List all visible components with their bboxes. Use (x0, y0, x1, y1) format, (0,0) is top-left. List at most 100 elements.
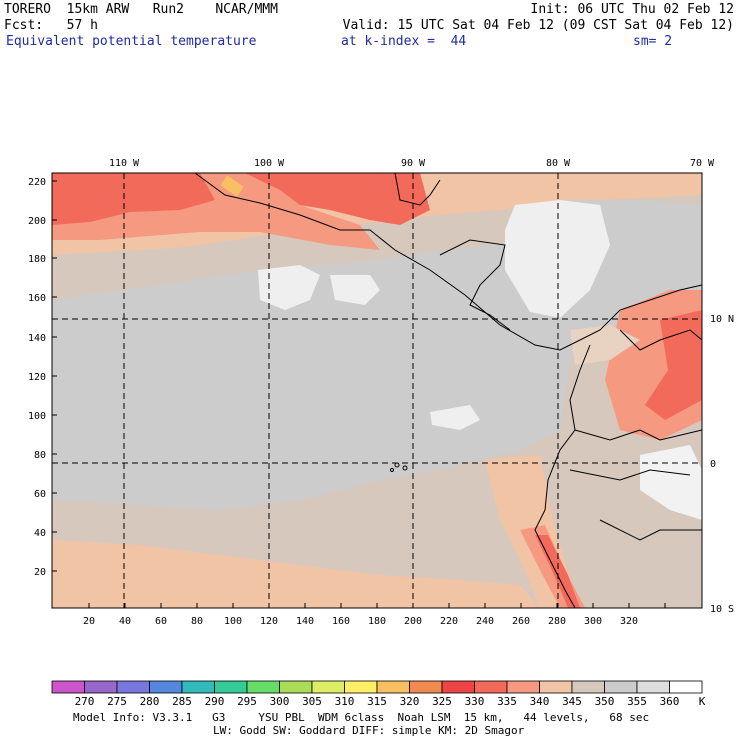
field-white-patch (640, 445, 702, 520)
central-america-pacific-coast (194, 172, 581, 351)
colorbar-label: 275 (107, 695, 127, 708)
colorbar-label: 310 (334, 695, 355, 708)
grid-x-label: 120 (260, 616, 278, 627)
colorbar-label: 350 (594, 695, 615, 708)
grid-x-label: 200 (404, 616, 422, 627)
grid-x-label: 220 (440, 616, 458, 627)
grid-y-label: 200 (28, 216, 46, 227)
grid-x-label: 300 (584, 616, 602, 627)
colorbar-swatch (51, 680, 85, 694)
field-yellow-patch (220, 175, 244, 197)
grid-x-label: 140 (296, 616, 314, 627)
lon-label-70w: 70 W (690, 158, 715, 169)
colorbar-swatch (506, 680, 540, 694)
grid-y-label: 160 (28, 293, 46, 304)
bottom-ticks (88, 603, 666, 608)
colorbar-label: 305 (302, 695, 322, 708)
field-name: Equivalent potential temperature (6, 34, 257, 49)
colorbar-swatch (474, 680, 508, 694)
field-southern-band (52, 540, 540, 608)
lat-label-10s: 10 S (710, 604, 734, 615)
coastlines (194, 172, 703, 609)
south-america-north-coast (579, 284, 703, 341)
physics-info: LW: Godd SW: Goddard DIFF: simple KM: 2D… (213, 724, 525, 737)
grid-y-label: 60 (34, 489, 46, 500)
grid-x-label: 260 (512, 616, 530, 627)
field-white-patch (430, 405, 480, 430)
colorbar-label: K (698, 695, 706, 708)
colorbar-swatch (344, 680, 378, 694)
colorbar-swatch (441, 680, 475, 694)
colorbar-swatch (246, 680, 280, 694)
colorbar-label: 320 (399, 695, 420, 708)
model-info: Model Info: V3.3.1 G3 YSU PBL WDM 6class… (73, 711, 650, 724)
gulf-coast (394, 172, 441, 206)
grid-x-label: 160 (332, 616, 350, 627)
grid-y-label: 40 (34, 528, 46, 539)
colorbar (51, 680, 703, 694)
border-line (599, 519, 702, 541)
grid-y-label: 120 (28, 372, 46, 383)
field-grey-rim (52, 245, 300, 300)
colorbar-swatch (84, 680, 118, 694)
grid-x-label: 100 (224, 616, 242, 627)
lat-label-10n: 10 N (710, 314, 734, 325)
colorbar-swatch (214, 680, 248, 694)
grid-x-label: 40 (119, 616, 131, 627)
grid-x-label: 320 (620, 616, 638, 627)
colorbar-swatch (604, 680, 638, 694)
left-ticks (52, 180, 57, 572)
lon-label-80w: 80 W (546, 158, 571, 169)
field-colombia-red (645, 310, 702, 420)
colorbar-swatch (181, 680, 215, 694)
valid-time: Valid: 15 UTC Sat 04 Feb 12 (09 CST Sat … (342, 18, 734, 33)
colorbar-label: 270 (74, 695, 95, 708)
colorbar-swatch (376, 680, 410, 694)
field-panama-band (570, 325, 640, 365)
run-title: TORERO 15km ARW Run2 NCAR/MMM (4, 2, 278, 17)
colorbar-label: 315 (367, 695, 387, 708)
smoothing-label: sm= 2 (633, 34, 673, 49)
colorbar-label: 300 (269, 695, 290, 708)
colorbar-label: 285 (172, 695, 192, 708)
colorbar-swatch (279, 680, 313, 694)
grid-y-label: 100 (28, 411, 46, 422)
lon-label-110w: 110 W (109, 158, 140, 169)
colorbar-label: 290 (204, 695, 225, 708)
colorbar-swatch (669, 680, 703, 694)
grid-x-label: 240 (476, 616, 494, 627)
forecast-hour: Fcst: 57 h (4, 18, 98, 33)
grid-y-label: 140 (28, 333, 46, 344)
grid-y-label: 180 (28, 254, 46, 265)
colorbar-label: 360 (659, 695, 680, 708)
colorbar-label: 330 (464, 695, 485, 708)
field-white-patch (258, 265, 320, 310)
colorbar-swatch (636, 680, 670, 694)
colorbar-label: 335 (497, 695, 517, 708)
colorbar-swatch (116, 680, 150, 694)
grid-x-label: 280 (548, 616, 566, 627)
colorbar-swatch (539, 680, 573, 694)
colorbar-swatch (409, 680, 443, 694)
galapagos-islands (390, 468, 394, 472)
level-label: at k-index = 44 (341, 34, 467, 49)
border-line (619, 329, 703, 351)
grid-x-label: 60 (155, 616, 167, 627)
grid-y-label: 20 (34, 567, 46, 578)
graticule (52, 173, 702, 608)
lon-label-90w: 90 W (401, 158, 426, 169)
colorbar-label: 355 (627, 695, 647, 708)
galapagos-islands (402, 465, 408, 471)
field-northwest-red (52, 173, 215, 225)
field-white-patch (330, 275, 380, 305)
colorbar-label: 280 (139, 695, 160, 708)
grid-x-label: 20 (83, 616, 95, 627)
colorbar-swatch (311, 680, 345, 694)
grid-y-label: 80 (34, 450, 46, 461)
colorbar-label: 325 (432, 695, 452, 708)
colorbar-label: 340 (529, 695, 550, 708)
colorbar-swatch (571, 680, 605, 694)
field-mexico-red (245, 173, 430, 225)
grid-x-label: 180 (368, 616, 386, 627)
